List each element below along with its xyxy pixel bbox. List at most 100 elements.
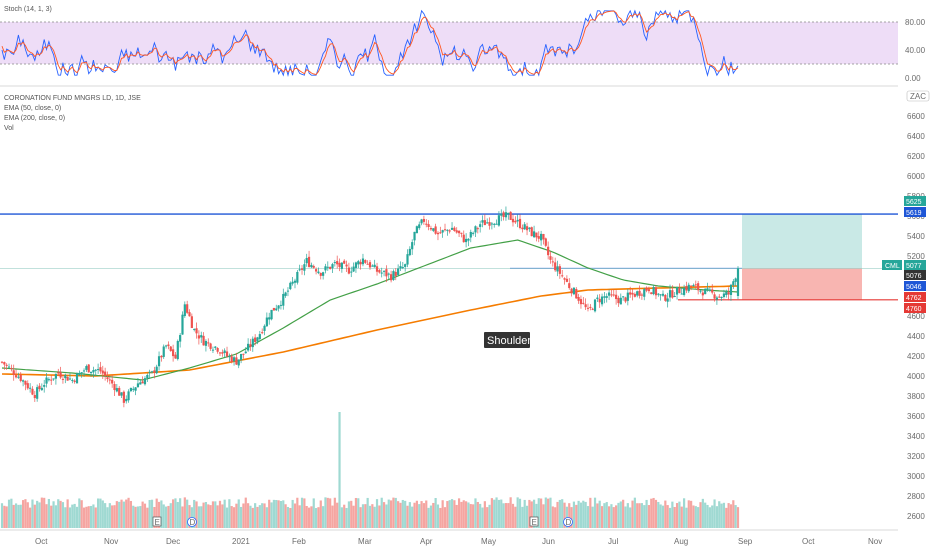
- candle-body: [268, 317, 271, 320]
- volume-bar: [455, 504, 458, 528]
- volume-bar: [59, 500, 62, 528]
- volume-bar: [516, 497, 519, 528]
- candle-body: [111, 379, 114, 384]
- volume-bar: [544, 497, 547, 528]
- volume-bar: [579, 502, 583, 528]
- volume-bar: [375, 499, 379, 528]
- candle-body: [638, 290, 641, 296]
- volume-bar: [169, 503, 172, 528]
- scale-button-box[interactable]: [906, 90, 930, 102]
- candle-body: [729, 284, 733, 295]
- candle-body: [82, 370, 86, 372]
- volume-bar: [101, 500, 104, 528]
- candle-body: [347, 267, 351, 274]
- candle-body: [326, 266, 329, 268]
- time-tick-label: Jul: [608, 537, 618, 546]
- volume-bar: [12, 504, 15, 528]
- volume-bar: [509, 497, 512, 528]
- volume-bar: [33, 504, 36, 528]
- candle-body: [235, 357, 238, 365]
- volume-bar: [26, 502, 29, 528]
- candle-body: [394, 271, 397, 276]
- candle-body: [455, 230, 458, 233]
- candle-body: [293, 280, 297, 283]
- scale-button[interactable]: ZAC: [906, 90, 930, 102]
- candle-body: [134, 387, 137, 391]
- candle-body: [45, 377, 48, 384]
- volume-bar: [127, 497, 130, 528]
- candle-body: [157, 356, 161, 367]
- volume-bar: [111, 505, 114, 528]
- candle-body: [408, 248, 411, 256]
- candle-body: [418, 224, 421, 229]
- volume-bar: [392, 497, 395, 528]
- candle-body: [225, 351, 229, 357]
- candle-body: [668, 290, 672, 298]
- volume-bar: [483, 501, 486, 528]
- volume-bar: [734, 505, 737, 528]
- volume-bar: [490, 498, 493, 528]
- volume-bar: [547, 498, 550, 528]
- price-tick-label: 3800: [907, 392, 925, 401]
- candle-body: [31, 388, 34, 395]
- volume-bar: [244, 497, 247, 528]
- volume-bar: [347, 501, 351, 528]
- candle-body: [104, 371, 107, 376]
- candle-body: [150, 371, 154, 373]
- candle-body: [40, 387, 43, 391]
- candle-body: [324, 266, 327, 271]
- earnings-marker[interactable]: [152, 516, 162, 527]
- dividend-marker[interactable]: [563, 517, 573, 527]
- shoulder-annotation-box[interactable]: [484, 332, 530, 348]
- volume-bar: [619, 501, 622, 528]
- time-tick-label: Nov: [868, 537, 882, 546]
- volume-bar: [172, 499, 175, 528]
- candle-body: [68, 378, 72, 380]
- candle-body: [7, 366, 11, 368]
- price-tick-label: 6400: [907, 132, 925, 141]
- volume-bar: [164, 506, 168, 528]
- volume-bar: [427, 507, 430, 528]
- risk-reward-zones: [742, 213, 862, 300]
- volume-bar: [21, 500, 25, 528]
- candle-body: [694, 284, 697, 286]
- candle-body: [66, 376, 69, 381]
- volume-bar: [725, 507, 728, 528]
- scale-button-label[interactable]: ZAC: [910, 92, 926, 101]
- volume-bar: [413, 502, 416, 528]
- candle-body: [186, 304, 189, 313]
- volume-bar: [650, 498, 653, 528]
- candle-body: [26, 383, 29, 389]
- candle-body: [300, 268, 304, 270]
- candle-body: [448, 230, 451, 232]
- candle-body: [525, 226, 529, 231]
- volume-bar: [540, 498, 543, 528]
- candle-body: [94, 369, 97, 371]
- volume-bar: [701, 498, 704, 528]
- volume-bar: [38, 502, 41, 528]
- price-tick-label: 5200: [907, 252, 925, 261]
- shoulder-annotation[interactable]: Shoulder: [484, 332, 531, 348]
- candle-body: [167, 344, 170, 347]
- volume-bar: [401, 499, 404, 528]
- candle-body: [413, 231, 416, 241]
- price-tick-label: 4000: [907, 372, 925, 381]
- time-tick-label: Jun: [542, 537, 555, 546]
- volume-bar: [607, 506, 611, 528]
- price-tick-label: 3400: [907, 432, 925, 441]
- volume-bar: [265, 507, 268, 528]
- candle-body: [73, 380, 76, 382]
- volume-bar: [298, 505, 301, 528]
- volume-bar: [221, 504, 224, 528]
- candle-body: [85, 366, 88, 370]
- volume-bar: [17, 504, 20, 528]
- candle-body: [92, 370, 95, 373]
- candle-body: [139, 382, 142, 385]
- volume-bar: [664, 500, 667, 528]
- candle-body: [33, 394, 36, 399]
- earnings-marker[interactable]: [529, 516, 539, 527]
- dividend-marker[interactable]: [187, 517, 197, 527]
- candle-body: [329, 266, 332, 269]
- candle-body: [352, 266, 355, 272]
